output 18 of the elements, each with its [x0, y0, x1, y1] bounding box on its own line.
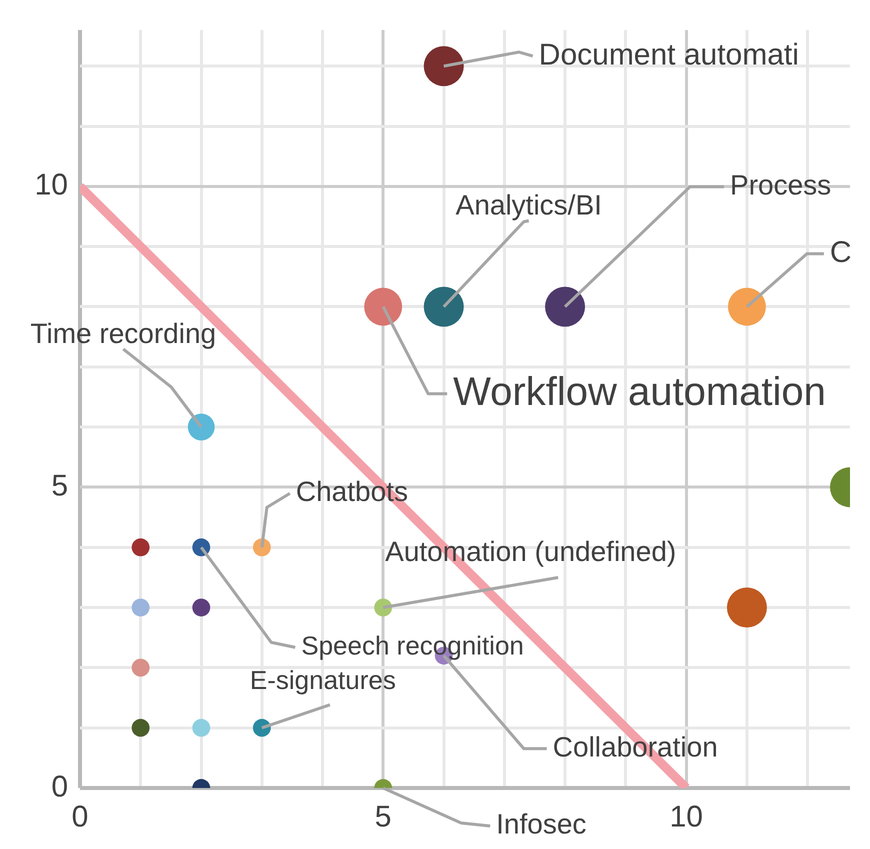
x-tick-label: 0 — [72, 800, 88, 834]
x-tick-label: 5 — [374, 800, 392, 834]
x-tick-label: 10 — [670, 800, 703, 834]
y-tick-label: 5 — [51, 469, 68, 502]
annotation: Infosec — [496, 808, 586, 840]
annotation: C — [830, 236, 852, 269]
annotation: Process — [730, 169, 832, 200]
annotation: Document automati — [538, 38, 799, 72]
y-tick-label: 0 — [51, 770, 68, 804]
annotation: Speech recognition — [301, 630, 524, 661]
annotation: Collaboration — [552, 731, 718, 762]
annotation: Analytics/BI — [456, 189, 602, 220]
annotation: E-signatures — [250, 665, 396, 696]
annotation: Time recording — [30, 318, 216, 349]
annotation: Chatbots — [296, 476, 408, 508]
y-tick-label: 10 — [34, 168, 68, 202]
annotation: Workflow automation — [453, 370, 826, 414]
annotation: Automation (undefined) — [385, 536, 676, 568]
